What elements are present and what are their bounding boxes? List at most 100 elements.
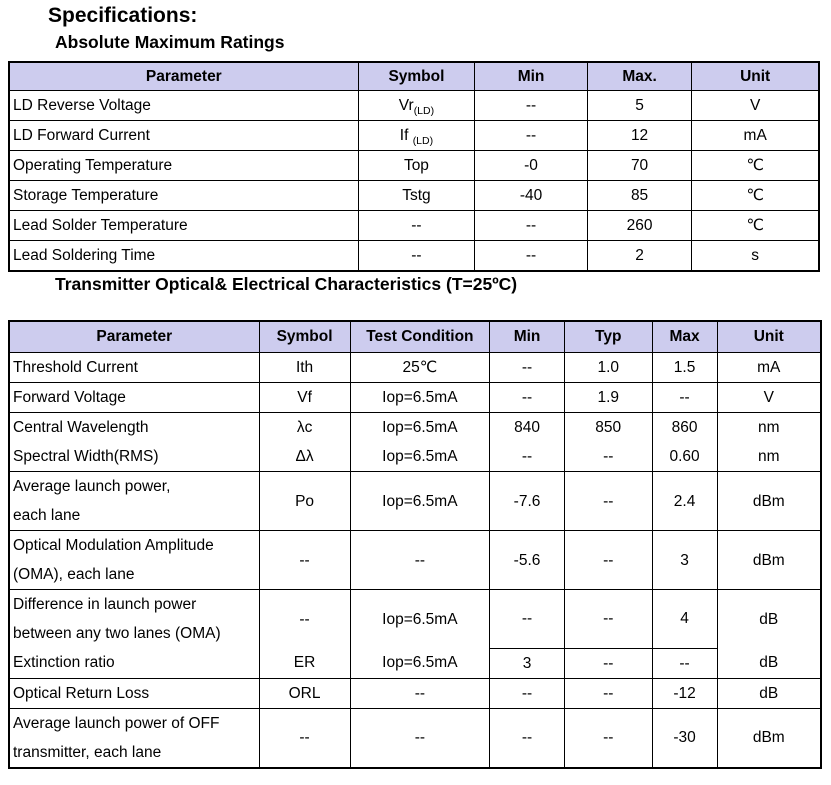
table-cell: λc — [258, 412, 351, 443]
table-cell: 85 — [586, 180, 693, 211]
table-row: Average launch power of OFF transmitter,… — [8, 707, 822, 768]
table-row: Optical Modulation Amplitude (OMA), each… — [8, 530, 822, 590]
column-header-min: Min — [474, 61, 588, 91]
parameter-cell: Threshold Current — [8, 352, 260, 383]
table-cell: dBm — [716, 471, 822, 531]
parameter-cell: Storage Temperature — [8, 180, 359, 211]
parameter-cell: Average launch power, each lane — [8, 471, 260, 531]
table-cell: 3 — [651, 530, 718, 590]
table-cell: 860 — [651, 412, 718, 443]
table-cell: -30 — [651, 707, 718, 768]
column-header-parameter: Parameter — [8, 320, 260, 353]
table-row: Operating Temperature Top -0 70 ℃ — [8, 150, 820, 181]
table-cell: 3 — [489, 647, 565, 679]
table-cell: -- — [258, 589, 351, 649]
absolute-maximum-ratings-table: Parameter Symbol Min Max. Unit LD Reverse Vol… — [8, 61, 820, 272]
table-cell: 1.9 — [563, 382, 653, 413]
table-cell: 0.60 — [651, 442, 718, 472]
column-header-max: Max — [651, 320, 718, 353]
column-header-max-: Max. — [586, 61, 693, 91]
parameter-cell: Lead Solder Temperature — [8, 210, 359, 241]
column-header-unit: Unit — [716, 320, 822, 353]
table-cell: -- — [651, 647, 718, 679]
column-header-typ: Typ — [563, 320, 653, 353]
column-header-parameter: Parameter — [8, 61, 359, 91]
table-cell: dBm — [716, 707, 822, 768]
table-cell: 260 — [586, 210, 693, 241]
table-cell: -- — [474, 240, 588, 272]
table-cell: 70 — [586, 150, 693, 181]
parameter-cell: Forward Voltage — [8, 382, 260, 413]
parameter-cell: Lead Soldering Time — [8, 240, 359, 272]
page-title: Specifications: — [48, 4, 198, 27]
table-row: Central Wavelength λc Iop=6.5mA 840 850 860 nm — [8, 412, 822, 443]
table-cell: Iop=6.5mA — [349, 471, 491, 531]
table-cell: -- — [563, 647, 653, 679]
table-cell: -- — [474, 90, 588, 121]
table-row: Threshold Current Ith 25℃ -- 1.0 1.5 mA — [8, 352, 822, 383]
table-cell: -- — [563, 530, 653, 590]
table-cell: Iop=6.5mA — [349, 589, 491, 649]
table-cell: -- — [258, 707, 351, 768]
table-cell: s — [691, 240, 820, 272]
table-cell: dB — [716, 677, 822, 709]
table-cell: Iop=6.5mA — [349, 442, 491, 472]
table-cell: -12 — [651, 677, 718, 709]
column-header-symbol: Symbol — [357, 61, 476, 91]
table-cell: -- — [563, 471, 653, 531]
table-cell: mA — [691, 120, 820, 151]
table-row: Lead Solder Temperature -- -- 260 ℃ — [8, 210, 820, 241]
table-row: Average launch power, each lane Po Iop=6.5… — [8, 471, 822, 531]
table-cell: 2 — [586, 240, 693, 272]
table-cell: -0 — [474, 150, 588, 181]
table-cell: -- — [489, 589, 565, 649]
table-cell: dB — [716, 648, 822, 679]
table-row: Extinction ratio ER Iop=6.5mA 3 -- -- dB — [8, 647, 822, 679]
table-cell: -7.6 — [489, 471, 565, 531]
table-cell: ℃ — [691, 150, 820, 181]
table-cell: Vr(LD) — [357, 90, 476, 121]
table-cell: 1.0 — [563, 352, 653, 383]
table-cell: -- — [357, 240, 476, 272]
table-cell: -- — [489, 677, 565, 709]
table-cell: -- — [474, 210, 588, 241]
table-cell: ER — [258, 648, 351, 679]
table-cell: -40 — [474, 180, 588, 211]
table-row: Optical Return Loss ORL -- -- -- -12 dB — [8, 677, 822, 709]
table-row: Forward Voltage Vf Iop=6.5mA -- 1.9 -- V — [8, 382, 822, 413]
parameter-cell: Optical Modulation Amplitude (OMA), each… — [8, 530, 260, 590]
table-row: Spectral Width(RMS) Δλ Iop=6.5mA -- -- 0.60 nm — [8, 442, 822, 472]
column-header-min: Min — [489, 320, 565, 353]
table-row: Lead Soldering Time -- -- 2 s — [8, 240, 820, 272]
table-cell: -- — [474, 120, 588, 151]
table-cell: ℃ — [691, 180, 820, 211]
table-cell: Iop=6.5mA — [349, 412, 491, 443]
column-header-test-condition: Test Condition — [349, 320, 491, 353]
table-cell: -- — [563, 677, 653, 709]
parameter-cell: Extinction ratio — [8, 648, 260, 679]
table-cell: V — [691, 90, 820, 121]
table-cell: ORL — [258, 677, 351, 709]
table-row: Difference in launch power between any t… — [8, 589, 822, 649]
table-cell: 2.4 — [651, 471, 718, 531]
table-cell: Po — [258, 471, 351, 531]
table-cell: 1.5 — [651, 352, 718, 383]
table-cell: -- — [489, 382, 565, 413]
table-cell: 850 — [563, 412, 653, 443]
table-cell: -- — [489, 707, 565, 768]
table-cell: -- — [349, 707, 491, 768]
table-cell: ℃ — [691, 210, 820, 241]
table-cell: dB — [716, 589, 822, 649]
table-cell: -- — [563, 442, 653, 472]
parameter-cell: LD Forward Current — [8, 120, 359, 151]
table-cell: 5 — [586, 90, 693, 121]
table-cell: If (LD) — [357, 120, 476, 151]
table-cell: Top — [357, 150, 476, 181]
parameter-cell: Difference in launch power between any t… — [8, 589, 260, 649]
table-cell: dBm — [716, 530, 822, 590]
table-cell: Iop=6.5mA — [349, 382, 491, 413]
parameter-cell: Optical Return Loss — [8, 677, 260, 709]
table-row: LD Forward Current If (LD) -- 12 mA — [8, 120, 820, 151]
table-cell: nm — [716, 442, 822, 472]
